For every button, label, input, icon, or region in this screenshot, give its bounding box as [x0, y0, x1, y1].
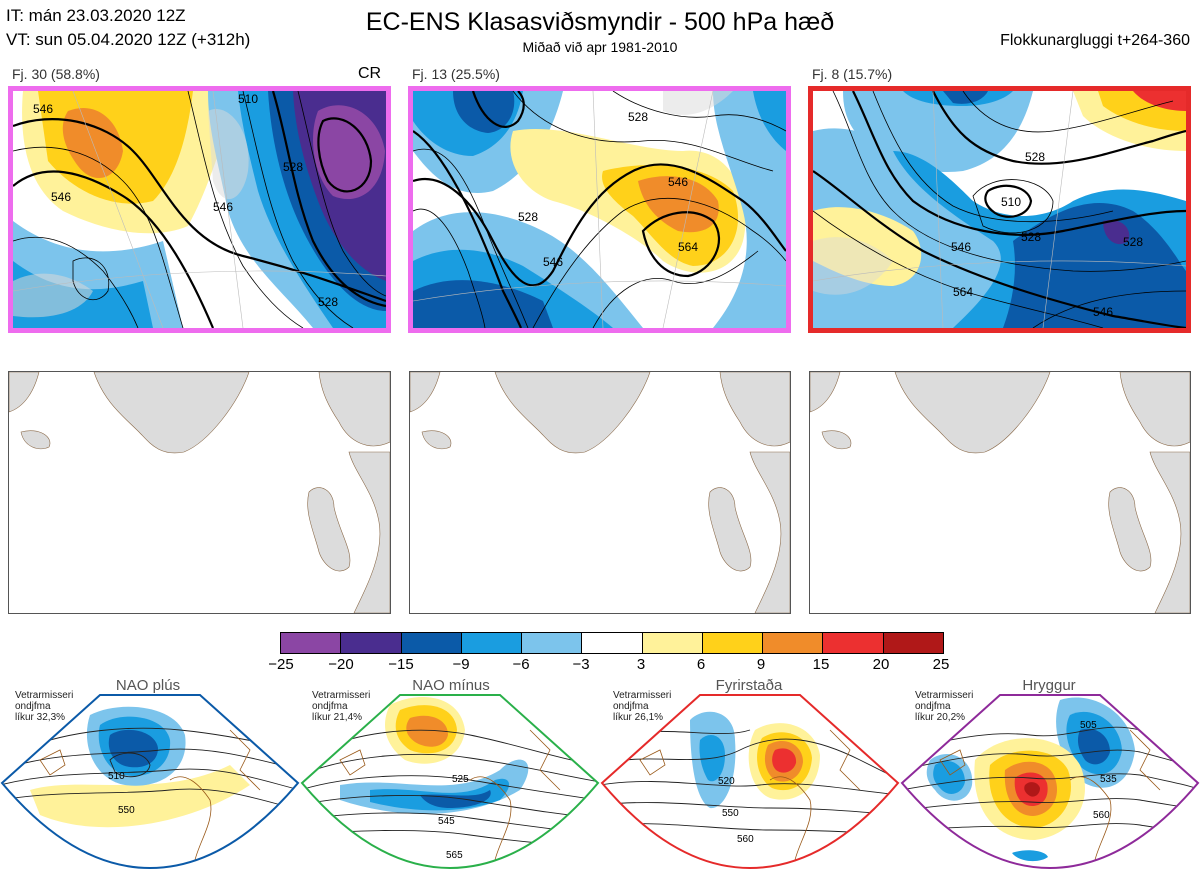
contour-label: 528: [1021, 230, 1041, 244]
regime-4-info: Vetrarmisseri ondjfma líkur 20,2%: [915, 690, 974, 723]
contour-label: 528: [518, 210, 538, 224]
contour-label: 546: [951, 240, 971, 254]
contour-label: 546: [33, 102, 53, 116]
page-title: EC-ENS Klasasviðsmyndir - 500 hPa hæð: [365, 8, 835, 36]
colorbar-tick-label: −9: [452, 656, 470, 673]
colorbar-tick-label: 20: [872, 656, 890, 673]
colorbar-tick-label: 3: [636, 656, 646, 673]
colorbar-swatch: [521, 633, 582, 653]
contour-label: 550: [118, 805, 135, 816]
colorbar: [280, 632, 944, 654]
regime-2-map: 525 545 565: [302, 695, 598, 868]
colorbar-tick-label: −3: [572, 656, 590, 673]
colorbar-tick-label: −6: [512, 656, 530, 673]
contour-label: 565: [446, 850, 463, 861]
cluster-2-label: Fj. 13 (25.5%): [412, 66, 500, 82]
colorbar-swatch: [460, 633, 522, 653]
cluster-3-map[interactable]: 510 528 546 564 546 528 528: [808, 86, 1191, 333]
cluster-3-label: Fj. 8 (15.7%): [812, 66, 893, 82]
colorbar-swatch: [400, 633, 461, 653]
contour-label: 546: [1093, 305, 1113, 319]
contour-label: 505: [1080, 720, 1097, 731]
contour-label: 510: [1001, 195, 1021, 209]
colorbar-swatch: [701, 633, 763, 653]
colorbar-tick-label: 15: [812, 656, 830, 673]
contour-label: 545: [438, 816, 455, 827]
colorbar-tick-label: −15: [388, 656, 414, 673]
colorbar-tick-label: −25: [268, 656, 294, 673]
regime-1-map: 510 550: [2, 695, 298, 868]
cluster-2-map[interactable]: 528 546 546 528 564: [408, 86, 791, 333]
initial-time: IT: mán 23.03.2020 12Z: [6, 6, 186, 25]
contour-label: 525: [452, 774, 469, 785]
colorbar-swatch: [340, 633, 401, 653]
control-run-badge: CR: [358, 65, 382, 82]
contour-label: 564: [953, 285, 973, 299]
regime-2-title: NAO mínus: [412, 677, 490, 694]
colorbar-swatch: [762, 633, 823, 653]
colorbar-swatch: [641, 633, 702, 653]
colorbar-tick-label: 9: [756, 656, 766, 673]
colorbar-swatch: [581, 633, 642, 653]
empty-map-1: [8, 371, 391, 614]
contour-label: 528: [318, 295, 338, 309]
contour-label: 510: [238, 92, 258, 106]
colorbar-swatch: [882, 633, 943, 653]
empty-map-2: [409, 371, 791, 614]
contour-label: 528: [283, 160, 303, 174]
colorbar-swatch: [822, 633, 883, 653]
page-subtitle: Miðað við apr 1981-2010: [522, 39, 678, 55]
contour-label: 528: [628, 110, 648, 124]
regime-3-map: 520 550 560: [602, 695, 898, 868]
contour-label: 510: [108, 771, 125, 782]
regime-4-title: Hryggur: [1022, 677, 1076, 694]
regime-1-title: NAO plús: [115, 677, 181, 694]
contour-label: 546: [668, 175, 688, 189]
contour-label: 528: [1123, 235, 1143, 249]
contour-label: 528: [1025, 150, 1045, 164]
empty-map-3: [809, 371, 1191, 614]
contour-label: 546: [543, 255, 563, 269]
contour-label: 520: [718, 776, 735, 787]
valid-time: VT: sun 05.04.2020 12Z (+312h): [6, 30, 251, 49]
classification-window: Flokkunargluggi t+264-360: [1000, 32, 1190, 49]
regime-4-map: 505 535 560: [902, 695, 1198, 868]
contour-label: 560: [1093, 810, 1110, 821]
contour-label: 564: [678, 240, 698, 254]
contour-label: 560: [737, 834, 754, 845]
contour-label: 550: [722, 808, 739, 819]
colorbar-tick-label: 6: [696, 656, 706, 673]
regime-1-info: Vetrarmisseri ondjfma líkur 32,3%: [15, 690, 74, 723]
cluster-1-label: Fj. 30 (58.8%): [12, 66, 100, 82]
contour-label: 546: [213, 200, 233, 214]
regime-2-info: Vetrarmisseri ondjfma líkur 21,4%: [312, 690, 371, 723]
colorbar-swatch: [281, 633, 341, 653]
colorbar-tick-label: 25: [932, 656, 950, 673]
regime-3-info: Vetrarmisseri ondjfma líkur 26,1%: [613, 690, 672, 723]
cluster-1-map[interactable]: 546 546 546 528 510 528: [8, 86, 391, 333]
colorbar-tick-label: −20: [328, 656, 354, 673]
regime-maps: 510 550 525 545 565: [0, 694, 1200, 870]
regime-3-title: Fyrirstaða: [715, 677, 783, 694]
contour-label: 535: [1100, 774, 1117, 785]
contour-label: 546: [51, 190, 71, 204]
